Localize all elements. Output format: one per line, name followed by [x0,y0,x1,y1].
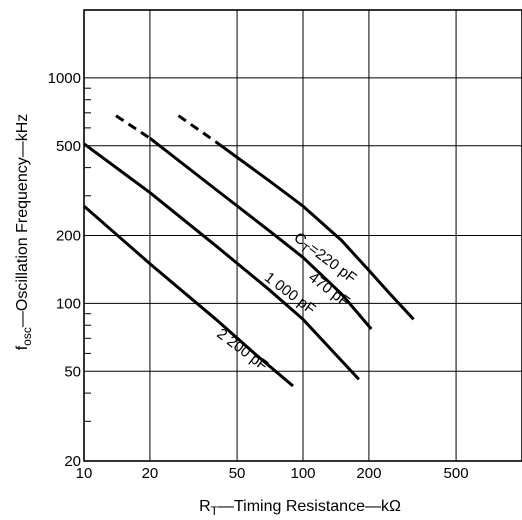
x-tick-label: 200 [356,465,381,482]
plot-frame [83,9,522,462]
x-tick-label: 100 [290,465,315,482]
y-axis-title: fosc—Oscillation Frequency—kHz [14,114,34,351]
y-tick-label: 20 [64,453,81,470]
y-tick-label: 100 [56,295,81,312]
y-tick-label: 1000 [48,70,81,87]
series-line-2 [148,137,373,330]
y-tick-label: 500 [56,138,81,155]
curves [83,114,415,388]
series-dashed-extension-2 [115,114,151,140]
y-tick-label: 200 [56,228,81,245]
y-tick-label: 50 [64,363,81,380]
x-axis-title: RT—Timing Resistance—kΩ [199,498,401,518]
x-tick-label: 10 [76,465,93,482]
x-tick-label: 50 [229,465,246,482]
series-label-4: 2 200 pF [213,325,271,374]
grid [83,10,522,462]
series-line-1 [215,140,415,321]
series-line-4 [83,204,294,388]
x-tick-label: 500 [444,465,469,482]
x-tick-label: 20 [142,465,159,482]
series-dashed-extension-1 [177,114,217,144]
series-line-3 [83,142,360,381]
